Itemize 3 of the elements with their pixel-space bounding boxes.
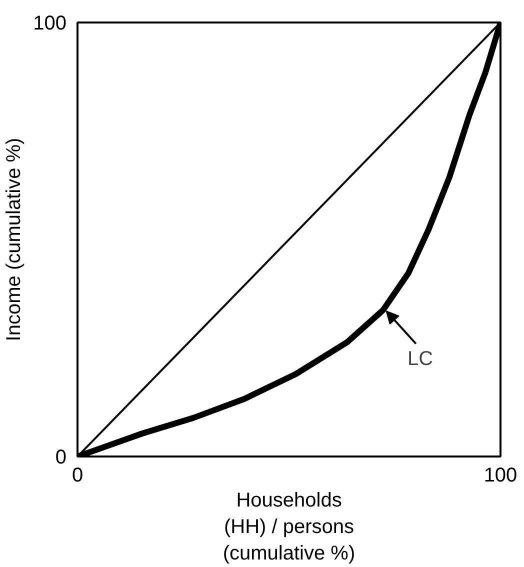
x-axis-title: Households (HH) / persons (cumulative %) xyxy=(222,490,356,564)
y-axis-title: Income (cumulative %) xyxy=(3,138,26,342)
annotation: LC xyxy=(407,348,434,370)
